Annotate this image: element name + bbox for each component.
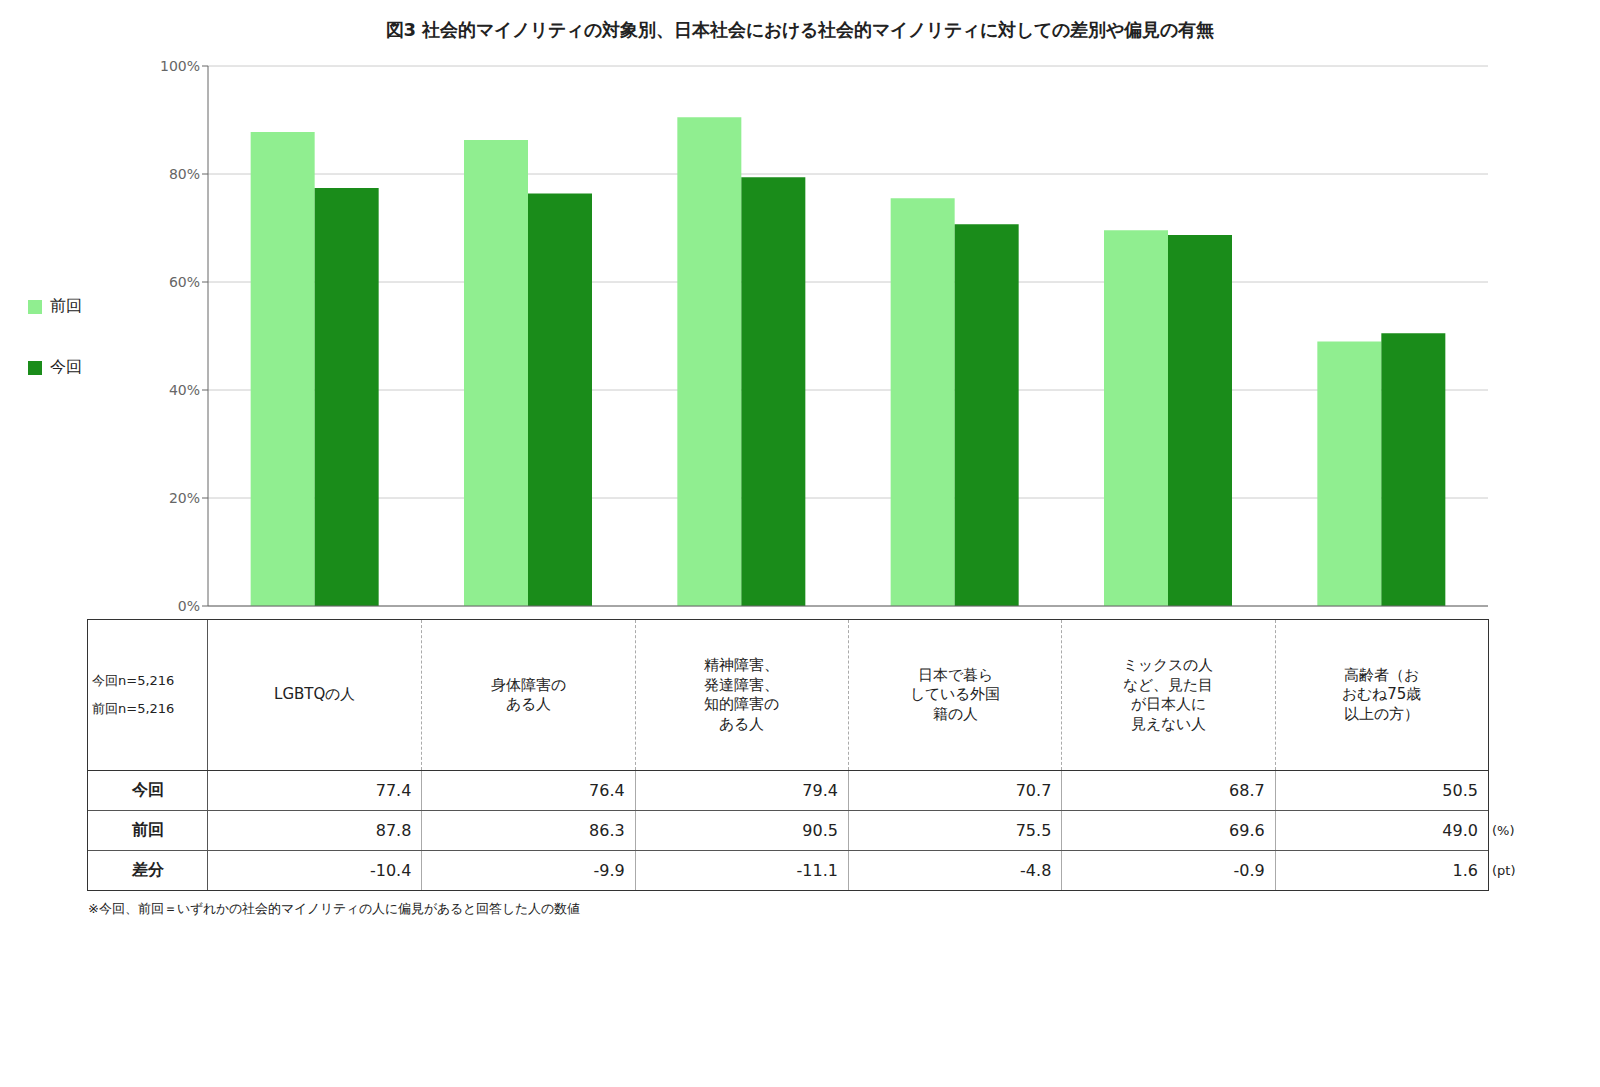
- html-text:1.6: 1.6: [1452, 861, 1478, 880]
- svg-text:40%: 40%: [169, 382, 200, 398]
- svg-text:80%: 80%: [169, 166, 200, 182]
- html-text:87.8: 87.8: [375, 821, 412, 840]
- html-text:前回n=5,216: 前回n=5,216: [92, 701, 175, 716]
- html-text:精神障害、 発達障害、 知的障害の ある人: 精神障害、 発達障害、 知的障害の ある人: [704, 656, 780, 733]
- html-text:※今回、前回＝いずれかの社会的マイノリティの人に偏見があると: ※今回、前回＝いずれかの社会的マイノリティの人に偏見があると回答した人の数値: [88, 901, 580, 916]
- html-text:69.6: 69.6: [1229, 821, 1265, 840]
- html-text:68.7: 68.7: [1229, 781, 1265, 800]
- svg-text:0%: 0%: [178, 598, 200, 614]
- html-text:75.5: 75.5: [1015, 821, 1052, 840]
- html-text:50.5: 50.5: [1442, 781, 1478, 800]
- html-text:今回: 今回: [131, 780, 164, 799]
- html-text:70.7: 70.7: [1015, 781, 1052, 800]
- html-text:79.4: 79.4: [802, 781, 838, 800]
- svg-text:100%: 100%: [160, 58, 200, 74]
- html-text:90.5: 90.5: [802, 821, 838, 840]
- html-text:(pt): (pt): [1492, 862, 1516, 878]
- html-text:-11.1: -11.1: [796, 861, 838, 880]
- html-text:76.4: 76.4: [589, 781, 625, 800]
- html-text:日本で暮ら している外国 籍の人: 日本で暮ら している外国 籍の人: [910, 665, 1001, 723]
- svg-text:60%: 60%: [169, 274, 200, 290]
- html-text:ミックスの人 など、見た目 が日本人に 見えない人: ミックスの人 など、見た目 が日本人に 見えない人: [1123, 656, 1214, 733]
- html-text:図3 社会的マイノリティの対象別、日本社会における社会的マイ: 図3 社会的マイノリティの対象別、日本社会における社会的マイノリティに対しての差…: [385, 19, 1215, 40]
- html-text:49.0: 49.0: [1442, 821, 1478, 840]
- html-text:-9.9: -9.9: [593, 861, 625, 880]
- html-text:LGBTQの人: LGBTQの人: [274, 685, 356, 704]
- html-text:77.4: 77.4: [375, 781, 412, 800]
- html-text:高齢者（お おむね75歳 以上の方）: 高齢者（お おむね75歳 以上の方）: [1342, 665, 1422, 723]
- html-text:身体障害の ある人: 身体障害の ある人: [491, 675, 566, 713]
- html-text:差分: 差分: [131, 860, 164, 879]
- html-text:今回n=5,216: 今回n=5,216: [92, 673, 175, 688]
- html-text:-0.9: -0.9: [1233, 861, 1265, 880]
- html-text:86.3: 86.3: [589, 821, 625, 840]
- svg-text:20%: 20%: [169, 490, 200, 506]
- html-text:今回: 今回: [50, 357, 82, 376]
- html-text:前回: 前回: [50, 296, 82, 315]
- html-text:-10.4: -10.4: [369, 861, 412, 880]
- html-text:前回: 前回: [131, 820, 164, 839]
- html-text:-4.8: -4.8: [1020, 861, 1052, 880]
